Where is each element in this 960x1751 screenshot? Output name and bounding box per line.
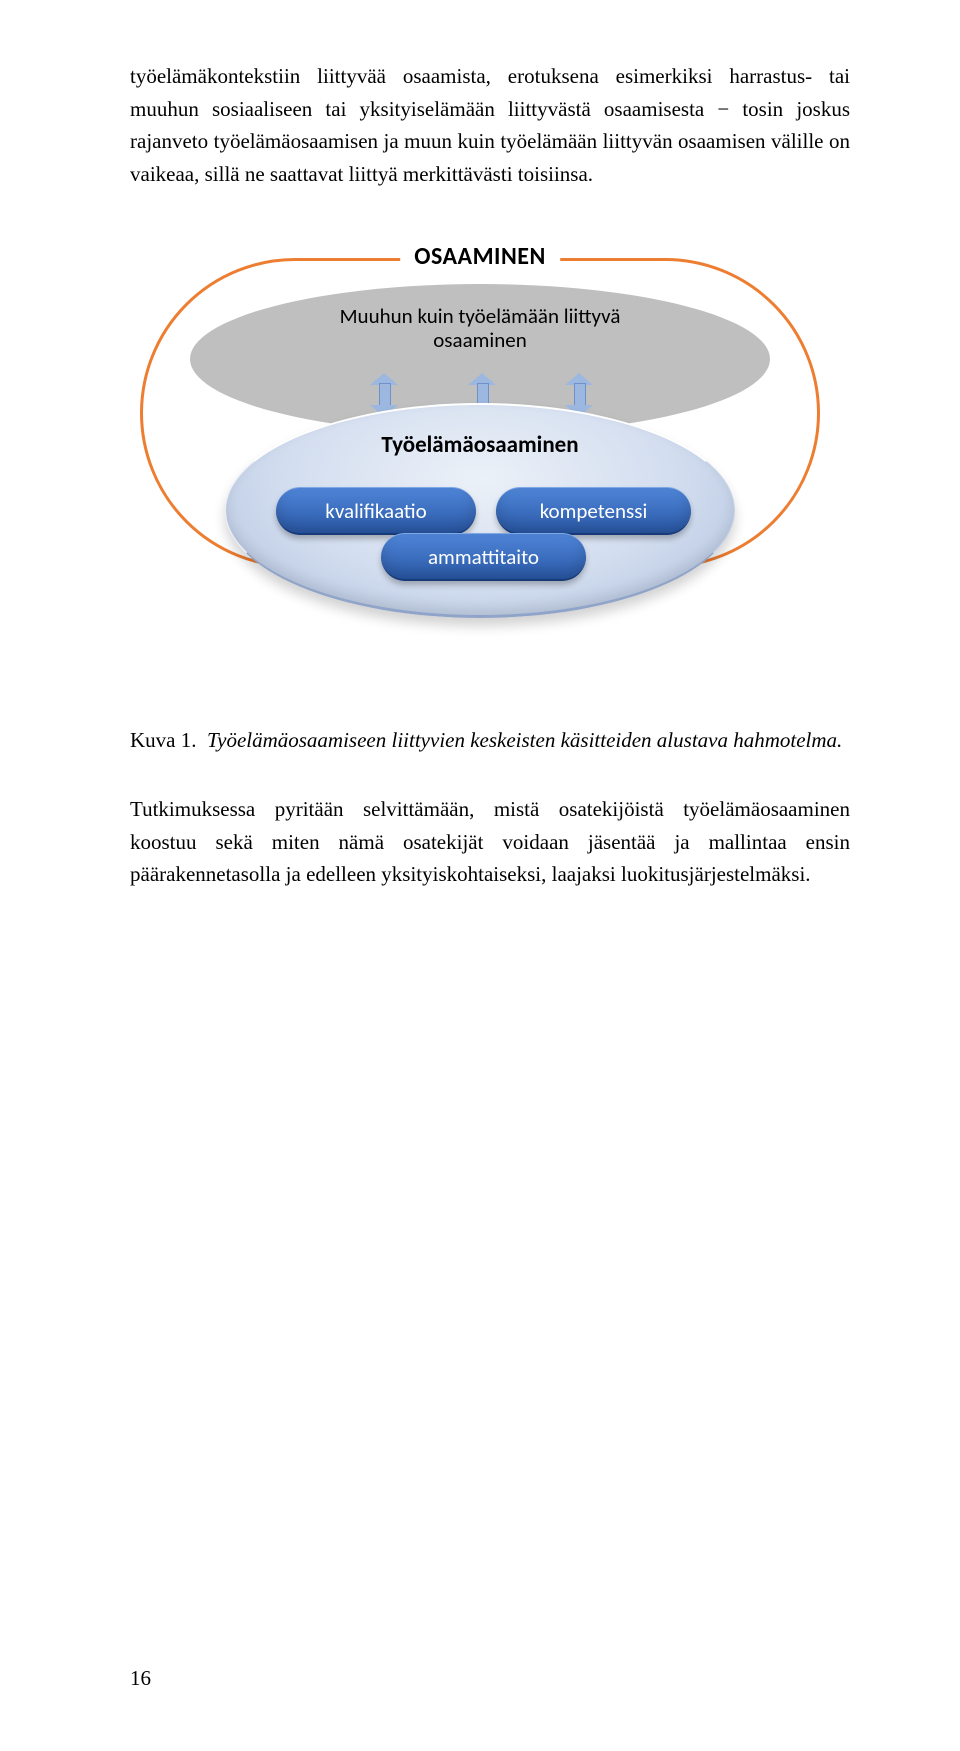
osaaminen-diagram: OSAAMINEN Muuhun kuin työelämään liittyv… (140, 228, 820, 668)
pill-kvalifikaatio: kvalifikaatio (276, 487, 476, 535)
paragraph-2: Tutkimuksessa pyritään selvittämään, mis… (130, 793, 850, 891)
grey-ellipse-label: Muuhun kuin työelämään liittyvä osaamine… (190, 284, 770, 352)
grey-line2: osaaminen (433, 327, 527, 353)
paragraph-1: työelämäkontekstiin liittyvää osaamista,… (130, 60, 850, 190)
figure-number: Kuva 1. (130, 728, 197, 752)
pill-kompetenssi: kompetenssi (496, 487, 691, 535)
paragraph-block: Tutkimuksessa pyritään selvittämään, mis… (130, 793, 850, 891)
pill-ammattitaito: ammattitaito (381, 533, 586, 581)
grey-line1: Muuhun kuin työelämään liittyvä (340, 303, 621, 329)
figure-caption: Kuva 1. Työelämäosaamiseen liittyvien ke… (130, 728, 850, 753)
paragraph-block: työelämäkontekstiin liittyvää osaamista,… (130, 60, 850, 190)
figure: OSAAMINEN Muuhun kuin työelämään liittyv… (140, 228, 820, 668)
page-number: 16 (130, 1666, 151, 1691)
diagram-title: OSAAMINEN (400, 242, 560, 271)
blue-ellipse-label: Työelämäosaaminen (381, 431, 578, 459)
figure-caption-text: Työelämäosaamiseen liittyvien keskeisten… (207, 728, 842, 752)
blue-outer-ellipse: Työelämäosaaminen kvalifikaatio kompeten… (225, 403, 735, 618)
